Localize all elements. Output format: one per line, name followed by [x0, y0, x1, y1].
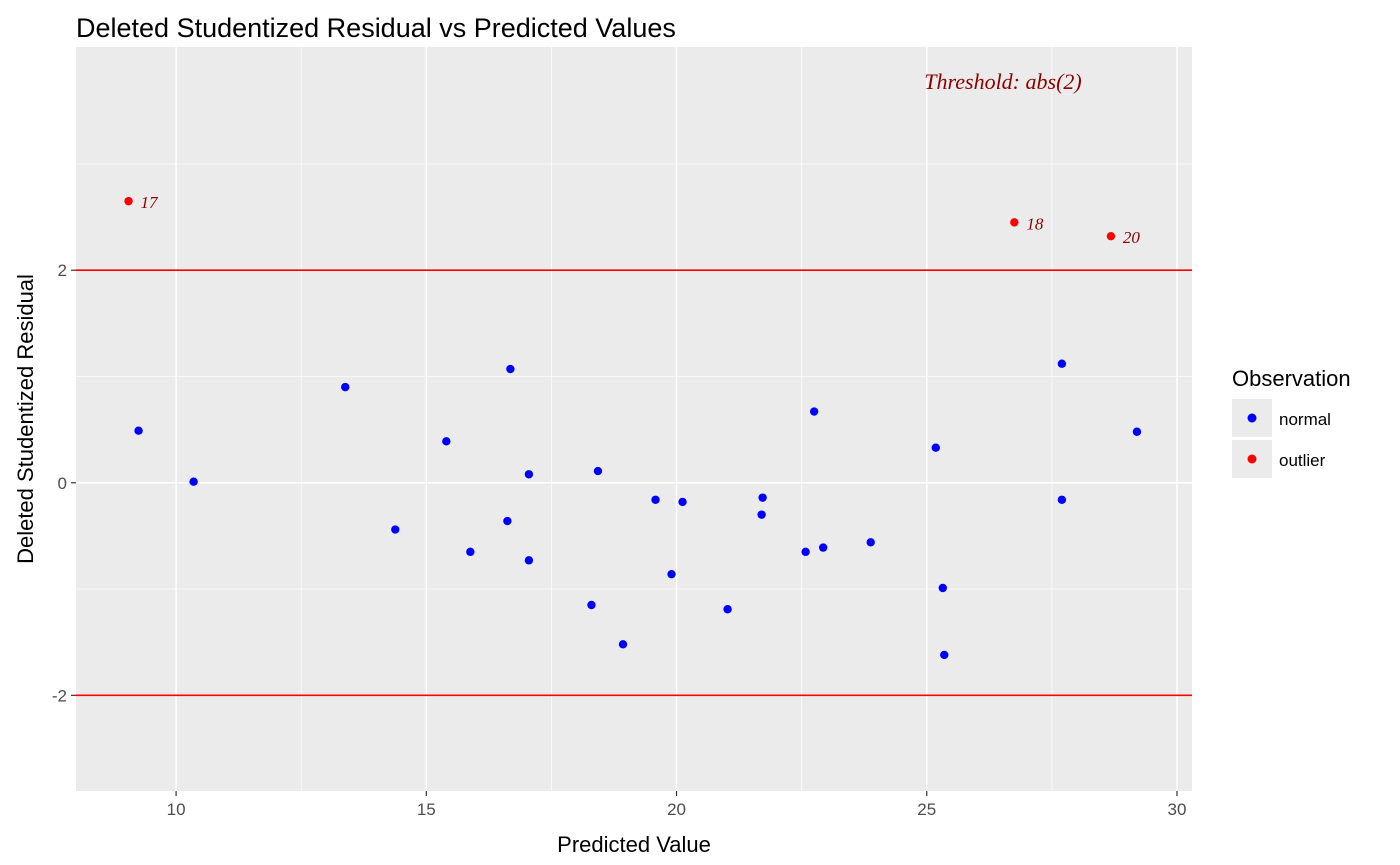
normal-point — [667, 569, 676, 579]
outlier-point — [1010, 218, 1019, 227]
legend-title: Observation — [1232, 366, 1351, 391]
normal-point — [524, 470, 534, 479]
x-tick-label: 15 — [417, 800, 436, 819]
x-tick-label: 10 — [167, 800, 186, 819]
y-tick-label: 2 — [58, 261, 67, 280]
outlier-point — [124, 196, 133, 206]
normal-point — [758, 493, 767, 502]
x-tick-label: 25 — [917, 800, 936, 819]
normal-point — [651, 495, 660, 504]
normal-point — [524, 556, 534, 565]
normal-point — [391, 525, 400, 534]
y-axis-title: Deleted Studentized Residual — [13, 274, 38, 564]
outlier-point-label: 18 — [1026, 214, 1044, 233]
normal-point — [189, 477, 198, 486]
outlier-point — [1106, 231, 1116, 241]
normal-point — [466, 547, 475, 557]
normal-point — [723, 605, 732, 614]
normal-point — [818, 543, 828, 552]
y-tick-label: -2 — [52, 686, 67, 705]
normal-point — [618, 640, 628, 649]
legend-swatch-normal — [1247, 413, 1257, 423]
normal-point — [593, 466, 603, 476]
x-tick-label: 20 — [667, 800, 686, 819]
normal-point — [678, 497, 687, 507]
legend-label-outlier: outlier — [1279, 451, 1326, 470]
axis-ticks: 10 15 20 25 30 -2 0 2 — [52, 261, 1187, 819]
threshold-annotation: Threshold: abs(2) — [924, 69, 1081, 94]
legend-swatch-outlier — [1247, 454, 1257, 464]
outlier-point-label: 17 — [141, 193, 160, 212]
legend-label-normal: normal — [1279, 410, 1331, 429]
normal-point — [931, 443, 940, 452]
normal-point — [866, 538, 875, 547]
normal-point — [587, 600, 596, 610]
data-points: 17 18 20 — [124, 193, 1142, 660]
normal-point — [1132, 427, 1142, 436]
x-tick-label: 30 — [1168, 800, 1187, 819]
normal-point — [809, 407, 819, 416]
normal-point — [757, 510, 766, 519]
legend: Observation normal outlier — [1232, 366, 1351, 478]
normal-point — [503, 516, 512, 526]
plot-panel — [76, 47, 1192, 791]
normal-point — [341, 382, 350, 392]
normal-point — [801, 547, 810, 557]
normal-point — [938, 583, 947, 593]
threshold-lines — [76, 269, 1192, 697]
chart-title: Deleted Studentized Residual vs Predicte… — [76, 13, 676, 43]
outlier-point-label: 20 — [1123, 228, 1141, 247]
y-tick-label: 0 — [58, 474, 67, 493]
x-axis-title: Predicted Value — [557, 832, 711, 857]
normal-point — [1057, 359, 1067, 368]
normal-point — [1057, 495, 1067, 504]
normal-point — [134, 426, 143, 435]
normal-point — [940, 650, 949, 660]
normal-point — [442, 437, 451, 446]
normal-point — [506, 364, 515, 374]
